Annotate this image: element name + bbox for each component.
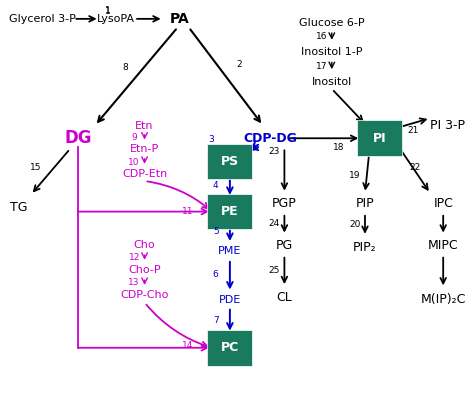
FancyBboxPatch shape xyxy=(207,143,252,179)
Text: PDE: PDE xyxy=(219,295,241,305)
Text: Cho: Cho xyxy=(134,240,155,250)
Text: 2: 2 xyxy=(237,60,242,70)
Text: 14: 14 xyxy=(182,341,193,350)
Text: PGP: PGP xyxy=(272,197,297,210)
Text: CDP-Etn: CDP-Etn xyxy=(122,169,167,179)
Text: 13: 13 xyxy=(128,278,140,287)
Text: 20: 20 xyxy=(349,220,360,229)
Text: PG: PG xyxy=(276,238,293,252)
Text: Etn: Etn xyxy=(135,121,154,131)
Text: 25: 25 xyxy=(268,266,280,275)
Text: PE: PE xyxy=(221,205,239,218)
Text: M(IP)₂C: M(IP)₂C xyxy=(420,293,466,306)
Text: PI 3-P: PI 3-P xyxy=(430,119,465,132)
Text: TG: TG xyxy=(10,201,27,214)
Text: 8: 8 xyxy=(123,63,128,72)
Text: 11: 11 xyxy=(182,207,193,216)
Text: 24: 24 xyxy=(268,219,280,228)
Text: 1: 1 xyxy=(105,7,111,16)
Text: IPC: IPC xyxy=(433,197,453,210)
Text: Inositol 1-P: Inositol 1-P xyxy=(301,47,363,57)
Text: LysoPA: LysoPA xyxy=(97,14,135,24)
Text: 5: 5 xyxy=(213,227,219,236)
Text: CL: CL xyxy=(276,291,292,304)
Text: PME: PME xyxy=(218,246,242,256)
Text: Inositol: Inositol xyxy=(312,77,352,87)
Text: 12: 12 xyxy=(128,253,140,262)
Text: 22: 22 xyxy=(409,163,420,172)
Text: 6: 6 xyxy=(213,270,219,279)
Text: MIPC: MIPC xyxy=(428,238,458,252)
FancyBboxPatch shape xyxy=(356,121,402,156)
FancyBboxPatch shape xyxy=(207,194,252,230)
Text: PIP₂: PIP₂ xyxy=(353,241,377,254)
Text: PA: PA xyxy=(170,12,190,26)
FancyBboxPatch shape xyxy=(207,330,252,365)
Text: CDP-DG: CDP-DG xyxy=(243,132,297,145)
Text: 7: 7 xyxy=(213,316,219,325)
Text: PC: PC xyxy=(221,341,239,354)
Text: PS: PS xyxy=(221,155,239,168)
Text: 21: 21 xyxy=(408,126,419,135)
Text: Glucose 6-P: Glucose 6-P xyxy=(299,18,365,28)
Text: PI: PI xyxy=(373,132,386,145)
Text: 9: 9 xyxy=(131,133,137,142)
Text: 4: 4 xyxy=(213,181,219,190)
Text: DG: DG xyxy=(64,129,92,147)
Text: 23: 23 xyxy=(268,147,280,156)
Text: 19: 19 xyxy=(349,171,360,180)
Text: Cho-P: Cho-P xyxy=(128,265,161,275)
Text: Glycerol 3-P: Glycerol 3-P xyxy=(9,14,76,24)
Text: Etn-P: Etn-P xyxy=(130,144,159,154)
Text: 3: 3 xyxy=(208,134,214,144)
Text: CDP-Cho: CDP-Cho xyxy=(120,290,169,300)
Text: 18: 18 xyxy=(333,143,345,152)
Text: PIP: PIP xyxy=(356,197,374,210)
Text: 17: 17 xyxy=(316,62,327,71)
Text: 10: 10 xyxy=(128,158,140,167)
Text: 1: 1 xyxy=(105,6,111,15)
Text: 15: 15 xyxy=(30,163,41,172)
Text: 16: 16 xyxy=(316,32,327,41)
